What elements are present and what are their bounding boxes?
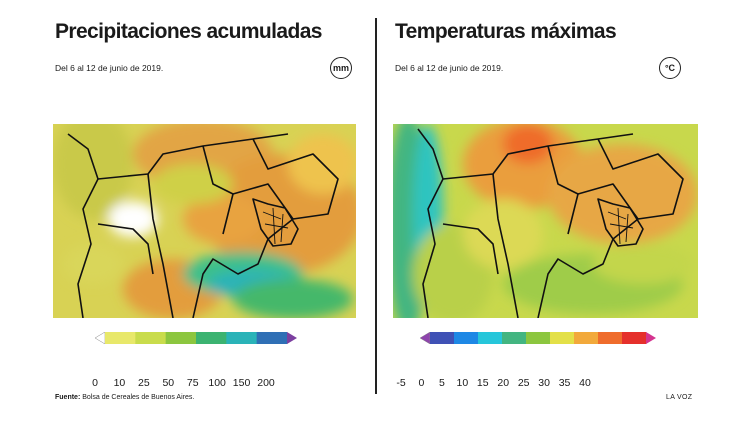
temperature-scale-arrow-high xyxy=(646,332,656,344)
temperature-map-graphic xyxy=(393,124,698,318)
temperature-scale-arrow-low xyxy=(419,331,431,345)
temperature-scale-tick-label: 20 xyxy=(497,377,510,389)
temperature-scale-swatch xyxy=(574,332,599,344)
temperature-scale-tick-label: 30 xyxy=(538,377,550,389)
precipitation-scale-tick-label: 10 xyxy=(113,377,126,389)
temperature-scale-bar xyxy=(419,331,656,345)
precipitation-scale-tick-label: 200 xyxy=(257,377,275,389)
source-label: Fuente: xyxy=(55,394,81,401)
temperature-scale-swatch xyxy=(430,332,455,344)
precipitation-date-range: Del 6 al 12 de junio de 2019. xyxy=(55,63,164,73)
precipitation-panel: Precipitaciones acumuladas Del 6 al 12 d… xyxy=(0,0,360,422)
temperature-scale-swatch xyxy=(454,332,479,344)
precipitation-map-graphic xyxy=(53,124,356,318)
temperature-color-scale xyxy=(419,331,656,345)
temperature-scale-swatch xyxy=(502,332,527,344)
temperature-scale-swatch xyxy=(526,332,551,344)
precipitation-scale-bar xyxy=(94,331,297,345)
precipitation-scale-swatch xyxy=(135,332,167,344)
unit-badge-mm: mm xyxy=(330,57,352,79)
temperature-scale-tick-label: 25 xyxy=(517,377,530,389)
precipitation-scale-swatch xyxy=(165,332,197,344)
source-note: Fuente: Bolsa de Cereales de Buenos Aire… xyxy=(55,394,194,401)
temperature-scale-tick-label: 15 xyxy=(476,377,489,389)
precipitation-scale-arrow-low xyxy=(94,331,106,345)
precipitation-scale-arrow-high xyxy=(287,332,297,344)
precipitation-scale-swatch xyxy=(256,332,288,344)
temperature-date-range: Del 6 al 12 de junio de 2019. xyxy=(395,63,504,73)
temperature-scale-ticks: -5 0 5 10 15 20 25 30 35 40 xyxy=(396,377,641,389)
precipitation-scale-tick-label: 50 xyxy=(162,377,175,389)
precipitation-scale-tick-label: 100 xyxy=(208,377,226,389)
precipitation-scale-swatch xyxy=(196,332,227,344)
temperature-scale-swatch xyxy=(622,332,647,344)
temperature-scale-tick-label: 0 xyxy=(418,377,425,389)
temperature-scale-tick-label: 35 xyxy=(558,377,571,389)
source-text: Bolsa de Cereales de Buenos Aires. xyxy=(82,394,195,401)
temperature-scale-swatch xyxy=(478,332,503,344)
precipitation-scale-swatch xyxy=(105,332,136,344)
precipitation-scale-tick-label: 150 xyxy=(232,377,251,389)
unit-badge-celsius: °C xyxy=(659,57,681,79)
temperature-scale-tick-label: 5 xyxy=(438,377,445,389)
panel-divider xyxy=(375,18,377,394)
temperature-scale-tick-label: -5 xyxy=(396,377,406,389)
precipitation-scale-tick-label: 25 xyxy=(138,377,150,389)
precipitation-title: Precipitaciones acumuladas xyxy=(55,20,322,43)
temperature-scale-tick-label: 40 xyxy=(579,377,591,389)
temperature-map xyxy=(393,124,698,318)
precipitation-color-scale xyxy=(94,331,297,345)
temperature-scale-swatch xyxy=(550,332,575,344)
precipitation-scale-ticks: 0 10 25 50 75 100 150 200 xyxy=(92,377,297,389)
temperature-title: Temperaturas máximas xyxy=(395,20,617,43)
temperature-scale-tick-label: 10 xyxy=(456,377,469,389)
precipitation-scale-swatch xyxy=(226,332,258,344)
brand-logo: LA VOZ xyxy=(666,394,693,401)
temperature-panel: Temperaturas máximas Del 6 al 12 de juni… xyxy=(375,0,735,422)
precipitation-map xyxy=(53,124,356,318)
precipitation-scale-tick-label: 75 xyxy=(186,377,199,389)
precipitation-scale-tick-label: 0 xyxy=(92,377,98,389)
temperature-scale-swatch xyxy=(598,332,623,344)
